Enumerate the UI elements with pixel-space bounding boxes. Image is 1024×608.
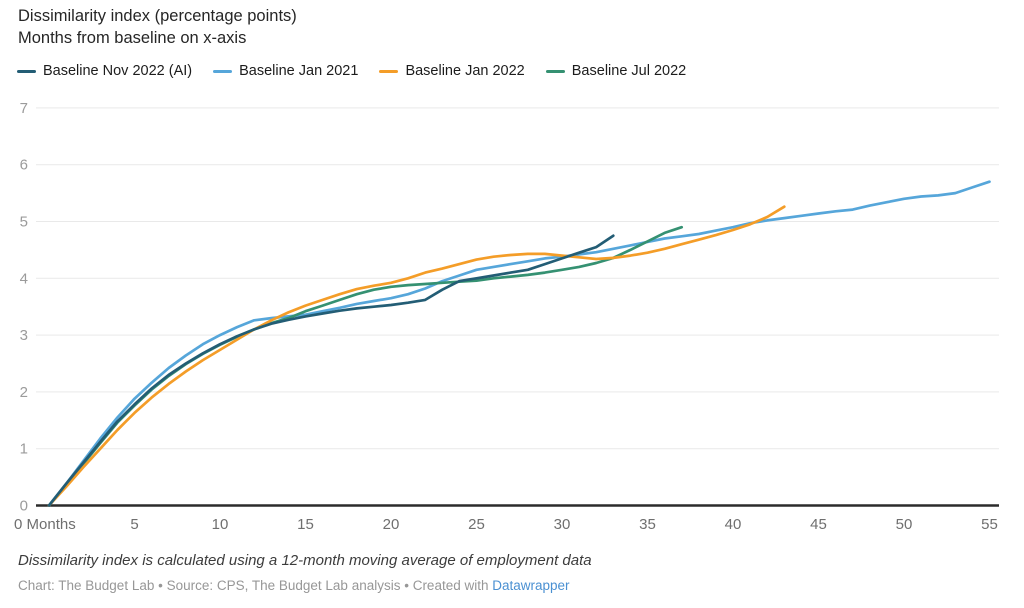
x-tick-label: 50 bbox=[896, 516, 913, 533]
series-line-nov-2022-ai bbox=[47, 234, 615, 507]
series-line-jan-2021 bbox=[47, 180, 991, 507]
y-tick-label: 1 bbox=[20, 441, 28, 458]
y-tick-label: 5 bbox=[20, 214, 28, 231]
x-tick-label: 30 bbox=[554, 516, 571, 533]
legend-swatch-icon bbox=[379, 69, 399, 73]
x-tick-label: 55 bbox=[981, 516, 998, 533]
chart-note: Dissimilarity index is calculated using … bbox=[18, 552, 592, 569]
legend-label: Baseline Nov 2022 (AI) bbox=[43, 63, 193, 79]
legend-label: Baseline Jan 2021 bbox=[239, 63, 359, 79]
legend-label: Baseline Jul 2022 bbox=[571, 63, 687, 79]
y-tick-label: 3 bbox=[20, 327, 28, 344]
chart-credit: Chart: The Budget Lab • Source: CPS, The… bbox=[18, 578, 570, 593]
chart-header: Dissimilarity index (percentage points) … bbox=[18, 5, 297, 49]
legend-item-jul-2022: Baseline Jul 2022 bbox=[545, 62, 687, 80]
legend-item-nov-2022-ai: Baseline Nov 2022 (AI) bbox=[17, 62, 192, 80]
x-tick-label: 15 bbox=[297, 516, 314, 533]
chart-title: Dissimilarity index (percentage points) bbox=[18, 7, 297, 25]
legend-swatch-icon bbox=[545, 69, 565, 73]
legend-swatch-icon bbox=[213, 69, 233, 73]
x-tick-label: 5 bbox=[130, 516, 138, 533]
x-tick-label: 10 bbox=[212, 516, 229, 533]
x-tick-label: 45 bbox=[810, 516, 827, 533]
legend-item-jan-2021: Baseline Jan 2021 bbox=[213, 62, 358, 80]
legend-swatch-icon bbox=[17, 69, 36, 73]
y-tick-label: 7 bbox=[20, 100, 28, 117]
x-tick-label: 35 bbox=[639, 516, 656, 533]
y-tick-label: 6 bbox=[20, 157, 28, 174]
x-tick-label: 20 bbox=[383, 516, 400, 533]
x-tick-label: 0 Months bbox=[14, 516, 76, 533]
legend-item-jan-2022: Baseline Jan 2022 bbox=[379, 62, 525, 80]
credit-text: Chart: The Budget Lab • Source: CPS, The… bbox=[18, 578, 493, 593]
datawrapper-link[interactable]: Datawrapper bbox=[492, 578, 570, 593]
x-tick-label: 40 bbox=[725, 516, 742, 533]
legend-label: Baseline Jan 2022 bbox=[405, 63, 525, 79]
y-tick-label: 2 bbox=[20, 384, 28, 401]
y-tick-label: 4 bbox=[20, 270, 28, 287]
chart-legend: Baseline Nov 2022 (AI) Baseline Jan 2021… bbox=[17, 62, 686, 80]
x-tick-label: 25 bbox=[468, 516, 485, 533]
series-line-jul-2022 bbox=[47, 225, 684, 507]
y-tick-label: 0 bbox=[20, 498, 28, 515]
series-line-jan-2022 bbox=[47, 205, 786, 507]
chart-subtitle: Months from baseline on x-axis bbox=[18, 29, 247, 47]
